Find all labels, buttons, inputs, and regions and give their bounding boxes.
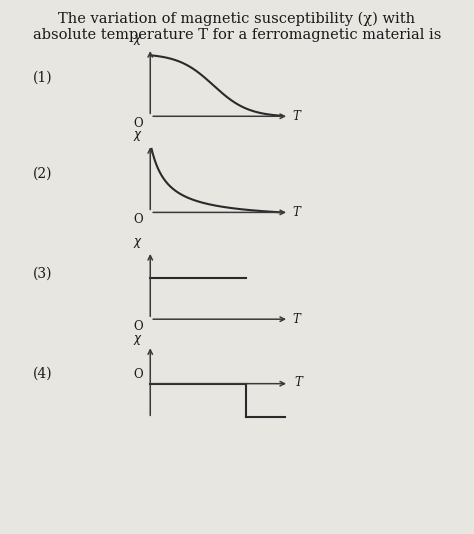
Text: (3): (3)	[33, 266, 53, 280]
Text: O: O	[133, 117, 143, 130]
Text: $\chi$: $\chi$	[133, 129, 143, 143]
Text: (4): (4)	[33, 367, 53, 381]
Text: T: T	[294, 376, 302, 389]
Text: (1): (1)	[33, 70, 53, 84]
Text: $\chi$: $\chi$	[133, 33, 143, 46]
Text: (2): (2)	[33, 167, 53, 180]
Text: O: O	[133, 213, 143, 226]
Text: O: O	[133, 368, 143, 381]
Text: The variation of magnetic susceptibility (χ) with: The variation of magnetic susceptibility…	[58, 12, 416, 26]
Text: O: O	[133, 320, 143, 333]
Text: T: T	[292, 110, 301, 123]
Text: T: T	[292, 206, 301, 219]
Text: $\chi$: $\chi$	[133, 235, 143, 249]
Text: $\chi$: $\chi$	[133, 333, 143, 347]
Text: absolute temperature T for a ferromagnetic material is: absolute temperature T for a ferromagnet…	[33, 28, 441, 42]
Text: T: T	[292, 313, 301, 326]
